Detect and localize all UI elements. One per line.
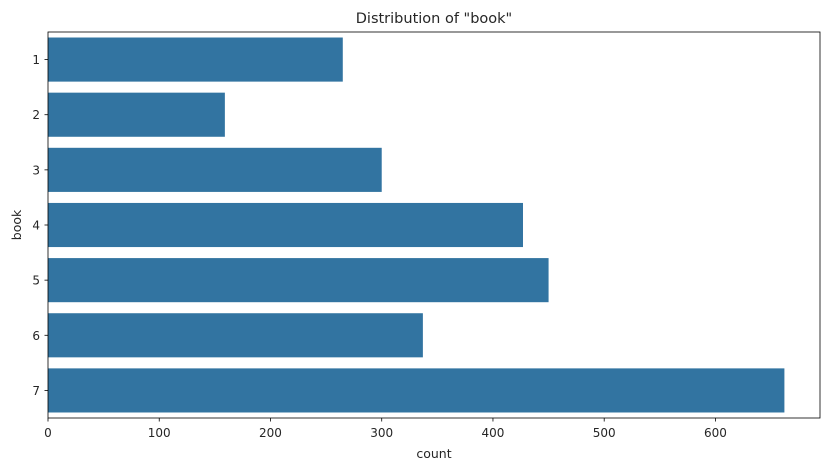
bar-5 xyxy=(48,258,549,303)
x-axis-label: count xyxy=(416,446,451,461)
y-tick-label: 1 xyxy=(32,53,40,67)
y-tick-label: 4 xyxy=(32,219,40,233)
x-tick-label: 300 xyxy=(370,426,393,440)
bar-1 xyxy=(48,37,343,82)
bar-4 xyxy=(48,202,523,248)
x-axis-ticks: 0 100 200 300 400 500 600 xyxy=(44,418,727,440)
y-tick-label: 7 xyxy=(32,384,40,398)
plot-frame xyxy=(47,31,821,419)
x-tick-label: 400 xyxy=(482,426,505,440)
bar-6 xyxy=(48,313,423,358)
x-tick-label: 0 xyxy=(44,426,52,440)
bars-group xyxy=(48,37,785,413)
bar-3 xyxy=(48,147,382,192)
x-tick-label: 200 xyxy=(259,426,282,440)
chart-title: Distribution of "book" xyxy=(356,11,512,27)
y-tick-label: 3 xyxy=(32,163,40,177)
x-tick-label: 500 xyxy=(593,426,616,440)
bar-7 xyxy=(48,368,785,413)
y-tick-label: 5 xyxy=(32,274,40,288)
bar-2 xyxy=(48,92,225,137)
x-tick-label: 600 xyxy=(704,426,727,440)
x-tick-label: 100 xyxy=(148,426,171,440)
y-tick-label: 6 xyxy=(32,329,40,343)
y-axis-ticks: 1 2 3 4 5 6 7 xyxy=(32,53,48,398)
y-axis-label: book xyxy=(9,209,24,240)
y-tick-label: 2 xyxy=(32,108,40,122)
